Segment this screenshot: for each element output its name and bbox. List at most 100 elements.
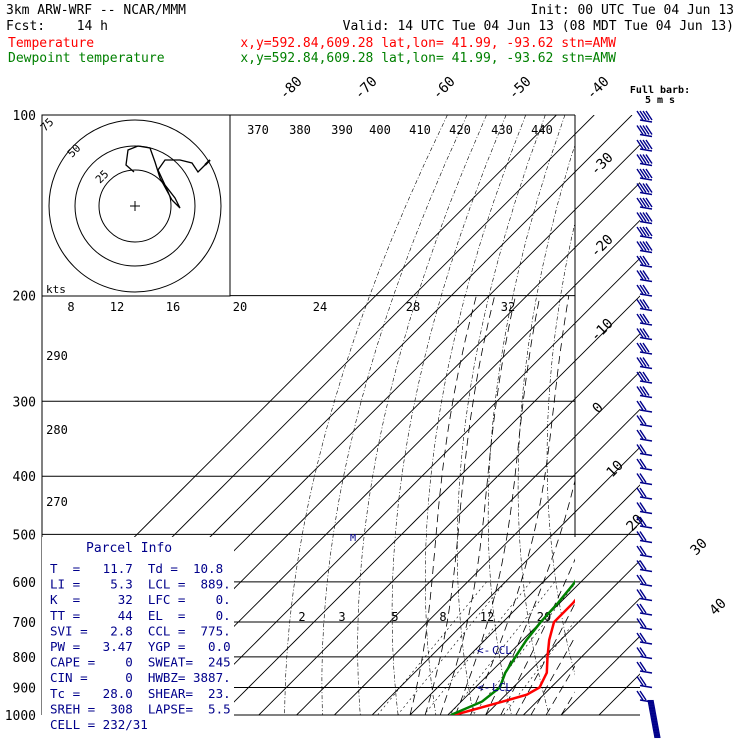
barb-staff bbox=[649, 699, 658, 739]
barb-flag bbox=[639, 342, 647, 353]
ccl-label: CCL bbox=[492, 644, 512, 657]
moist-adiabat-12 bbox=[455, 295, 541, 715]
isotherm-label--70: -70 bbox=[352, 74, 381, 103]
wind-barb-icon bbox=[636, 458, 653, 471]
isotherm-label--30: -30 bbox=[588, 150, 617, 179]
barb-staff bbox=[639, 583, 653, 587]
pressure-label-100: 100 bbox=[13, 109, 36, 124]
barb-staff bbox=[639, 380, 653, 384]
barb-staff bbox=[639, 336, 653, 341]
isotherm-label--80: -80 bbox=[277, 74, 306, 103]
fcst-label: Fcst: bbox=[6, 19, 45, 34]
mixing-ratio-top-16: 16 bbox=[166, 300, 180, 314]
barb-key-value: 5 m s bbox=[645, 95, 675, 106]
barb-flag bbox=[639, 241, 647, 251]
barb-staff bbox=[639, 539, 653, 544]
barb-staff bbox=[639, 365, 653, 370]
barb-flag bbox=[645, 125, 653, 135]
parcel-info-title: Parcel Info bbox=[86, 541, 172, 556]
wind-barb-icon bbox=[636, 125, 653, 138]
parcel-row: LI = 5.3 LCL = 889. bbox=[50, 577, 231, 592]
barb-flag bbox=[639, 313, 647, 324]
wind-barb-icon bbox=[636, 516, 653, 529]
barb-staff bbox=[639, 351, 653, 355]
barb-flag bbox=[636, 415, 644, 425]
barb-flag bbox=[636, 429, 644, 440]
barb-flag bbox=[642, 139, 650, 150]
wind-barb-icon bbox=[636, 197, 653, 210]
dry-adiabat-300 bbox=[487, 115, 566, 715]
wind-barb-icon bbox=[636, 371, 653, 384]
moist-adiabat-28 bbox=[515, 602, 575, 715]
barb-flag bbox=[636, 168, 644, 179]
wind-barb-icon bbox=[636, 429, 653, 442]
barb-flag bbox=[636, 647, 644, 657]
isotherm-0 bbox=[409, 484, 640, 715]
barb-flag bbox=[636, 473, 644, 483]
barb-staff bbox=[639, 307, 653, 312]
wind-barb-icon bbox=[636, 168, 653, 181]
barb-flag bbox=[642, 154, 650, 164]
fcst-value: 14 h bbox=[77, 19, 108, 34]
barb-flag bbox=[636, 255, 644, 266]
wind-barb-icon bbox=[636, 632, 653, 645]
barb-flag bbox=[639, 690, 647, 701]
barb-staff bbox=[639, 133, 653, 138]
wind-barb-icon bbox=[636, 647, 653, 660]
barb-staff bbox=[639, 119, 653, 123]
barb-flag bbox=[639, 139, 647, 150]
barb-staff bbox=[639, 278, 653, 283]
barb-staff bbox=[639, 235, 653, 239]
barb-staff bbox=[639, 612, 653, 616]
isotherm-label-30: 30 bbox=[688, 536, 711, 559]
barb-staff bbox=[639, 409, 653, 413]
barb-flag bbox=[639, 676, 647, 686]
isotherm-30 bbox=[523, 597, 640, 715]
barb-flag bbox=[636, 574, 644, 585]
barb-flag bbox=[636, 589, 644, 599]
barb-flag bbox=[639, 226, 647, 237]
barb-staff bbox=[651, 699, 660, 739]
wind-barb-icon bbox=[636, 487, 653, 500]
barb-staff bbox=[639, 568, 653, 573]
init-time: Init: 00 UTC Tue 04 Jun 13 bbox=[531, 3, 735, 18]
mixing-ratio-bottom-12: 12 bbox=[480, 610, 494, 624]
barb-flag bbox=[645, 226, 653, 237]
pressure-label-400: 400 bbox=[13, 470, 36, 485]
barb-flag bbox=[636, 299, 644, 309]
barb-staff bbox=[639, 510, 653, 515]
theta-label-380: 380 bbox=[289, 123, 311, 137]
theta-label-430: 430 bbox=[491, 123, 513, 137]
mixing-ratio-line-2 bbox=[377, 581, 487, 715]
isotherm-label--40: -40 bbox=[584, 74, 613, 103]
barb-flag bbox=[636, 212, 644, 222]
barb-flag bbox=[636, 531, 644, 541]
barb-flag bbox=[636, 284, 644, 295]
barb-flag bbox=[639, 371, 647, 382]
barb-flag bbox=[636, 270, 644, 280]
barb-flag bbox=[639, 603, 647, 614]
barb-flag bbox=[639, 545, 647, 556]
barb-flag bbox=[636, 458, 644, 469]
parcel-row: CAPE = 0 SWEAT= 245 bbox=[50, 655, 231, 670]
barb-flag bbox=[642, 168, 650, 179]
barb-flag bbox=[639, 487, 647, 498]
barb-flag bbox=[645, 154, 653, 164]
barb-staff bbox=[639, 496, 653, 500]
barb-flag bbox=[639, 531, 647, 541]
theta-label-410: 410 bbox=[409, 123, 431, 137]
wind-barb-icon bbox=[636, 139, 653, 152]
isotherm-40 bbox=[560, 635, 640, 715]
mixing-ratio-top-28: 28 bbox=[406, 300, 420, 314]
barb-flag bbox=[639, 647, 647, 657]
barb-flag bbox=[639, 299, 647, 309]
lcl-marker: <- bbox=[477, 681, 490, 694]
barb-staff bbox=[639, 148, 653, 152]
barb-flag bbox=[636, 502, 644, 512]
barb-flag bbox=[636, 444, 644, 454]
isotherm-20 bbox=[485, 559, 640, 715]
dry-adiabat-290 bbox=[457, 115, 546, 715]
barb-flag bbox=[636, 357, 644, 367]
isotherm--50 bbox=[220, 295, 640, 715]
wind-barb-icon bbox=[636, 357, 653, 370]
